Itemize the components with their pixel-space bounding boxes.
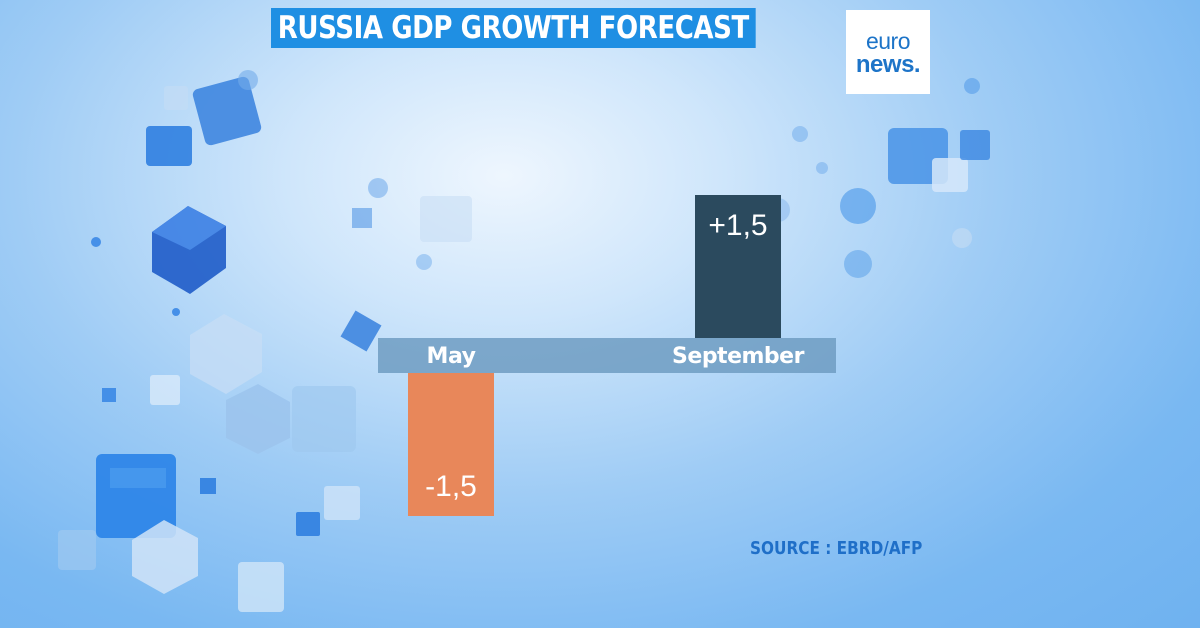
chart-title: RUSSIA GDP GROWTH FORECAST bbox=[271, 8, 756, 48]
logo-line-news: news. bbox=[855, 51, 921, 78]
value-label-september: +1,5 bbox=[708, 209, 767, 242]
axis-band bbox=[378, 338, 836, 373]
category-label-may: May bbox=[427, 344, 476, 369]
cube-decor bbox=[58, 70, 990, 612]
source-credit: SOURCE : EBRD/AFP bbox=[750, 538, 923, 559]
value-label-may: -1,5 bbox=[425, 470, 477, 503]
category-label-september: September bbox=[672, 344, 805, 369]
euronews-logo: euro news. bbox=[846, 10, 930, 94]
bar-september bbox=[695, 195, 781, 338]
logo-line-euro: euro bbox=[865, 28, 911, 54]
bar-may bbox=[408, 373, 494, 516]
